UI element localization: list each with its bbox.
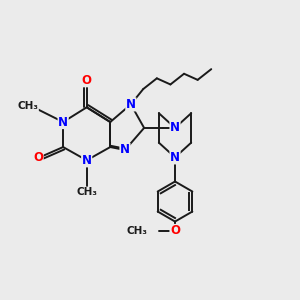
Text: N: N [58,116,68,128]
Text: N: N [82,154,92,167]
Text: CH₃: CH₃ [127,226,148,236]
Text: CH₃: CH₃ [76,188,97,197]
Text: N: N [170,151,180,164]
Text: O: O [33,151,43,164]
Text: N: N [170,122,180,134]
Text: O: O [170,224,180,238]
Text: O: O [82,74,92,87]
Text: N: N [120,143,130,157]
Text: N: N [126,98,136,111]
Text: CH₃: CH₃ [17,101,38,111]
